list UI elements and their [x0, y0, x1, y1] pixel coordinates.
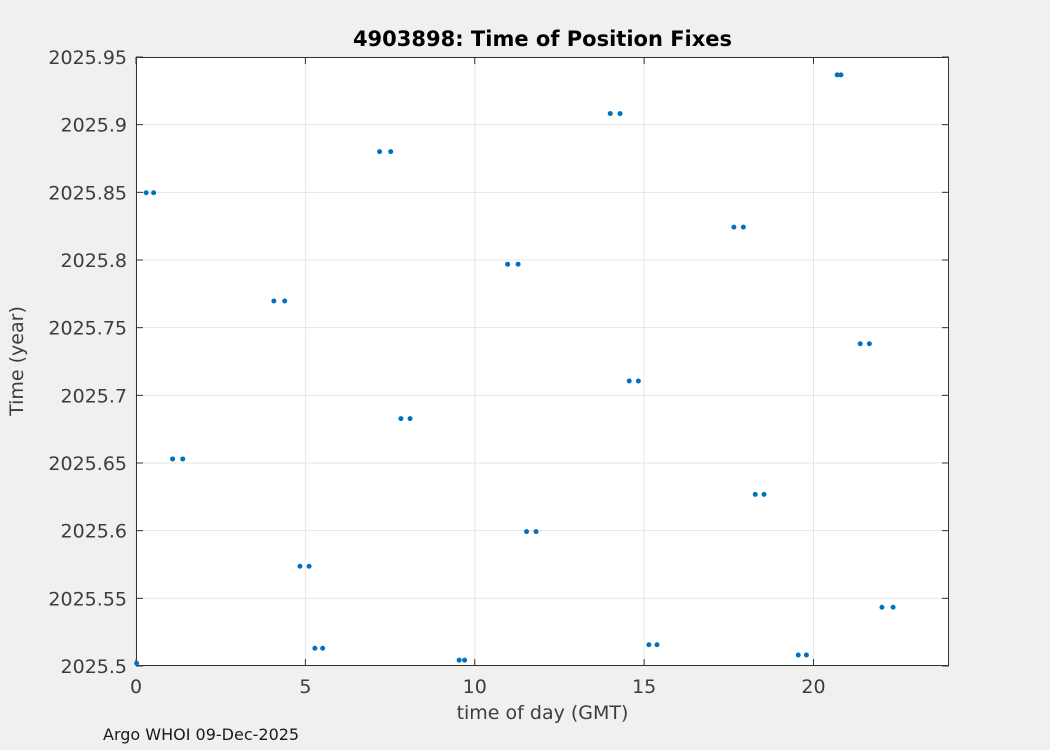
y-tick-label: 2025.6 — [61, 521, 127, 543]
data-point — [312, 645, 318, 651]
y-tick-label: 2025.7 — [61, 385, 127, 407]
data-point — [654, 642, 660, 648]
data-point — [803, 652, 809, 658]
y-tick-label: 2025.65 — [48, 453, 127, 475]
y-tick-label: 2025.9 — [61, 115, 127, 137]
data-point — [524, 529, 530, 535]
data-point — [462, 657, 468, 663]
x-tick-label: 0 — [130, 676, 142, 698]
data-point — [180, 456, 186, 462]
x-tick-label: 15 — [632, 676, 656, 698]
x-tick-label: 5 — [299, 676, 311, 698]
data-point — [134, 660, 140, 666]
data-point — [306, 563, 312, 569]
plot-background — [136, 57, 949, 666]
data-point — [866, 341, 872, 347]
chart-title: 4903898: Time of Position Fixes — [352, 27, 733, 51]
data-point — [879, 604, 885, 610]
data-point — [834, 72, 840, 78]
y-tick-label: 2025.8 — [61, 250, 127, 272]
data-point — [533, 529, 539, 535]
data-point — [838, 72, 844, 78]
data-point — [515, 261, 521, 267]
data-point — [388, 149, 394, 155]
data-point — [151, 190, 157, 196]
data-point — [143, 190, 149, 196]
data-point — [740, 224, 746, 230]
data-point — [752, 491, 758, 497]
y-tick-label: 2025.95 — [48, 47, 127, 69]
data-point — [407, 416, 413, 422]
data-point — [635, 378, 641, 384]
y-tick-label: 2025.55 — [48, 588, 127, 610]
data-point — [297, 563, 303, 569]
data-point — [377, 149, 383, 155]
data-point — [761, 491, 767, 497]
data-point — [271, 298, 277, 304]
data-point — [282, 298, 288, 304]
y-tick-label: 2025.85 — [48, 182, 127, 204]
data-point — [626, 378, 632, 384]
data-point — [320, 645, 326, 651]
data-point — [646, 642, 652, 648]
data-point — [890, 604, 896, 610]
y-tick-label: 2025.75 — [48, 318, 127, 340]
data-point — [731, 224, 737, 230]
footer-credit: Argo WHOI 09-Dec-2025 — [103, 725, 300, 744]
data-point — [795, 652, 801, 658]
x-tick-label: 10 — [463, 676, 487, 698]
data-point — [505, 261, 511, 267]
data-point — [617, 111, 623, 117]
data-point — [456, 657, 462, 663]
axes-box — [136, 57, 949, 666]
y-tick-label: 2025.5 — [61, 656, 127, 678]
x-tick-label: 20 — [801, 676, 825, 698]
data-point — [857, 341, 863, 347]
data-point — [607, 111, 613, 117]
data-point — [170, 456, 176, 462]
x-axis-label: time of day (GMT) — [456, 702, 629, 724]
data-point — [398, 416, 404, 422]
